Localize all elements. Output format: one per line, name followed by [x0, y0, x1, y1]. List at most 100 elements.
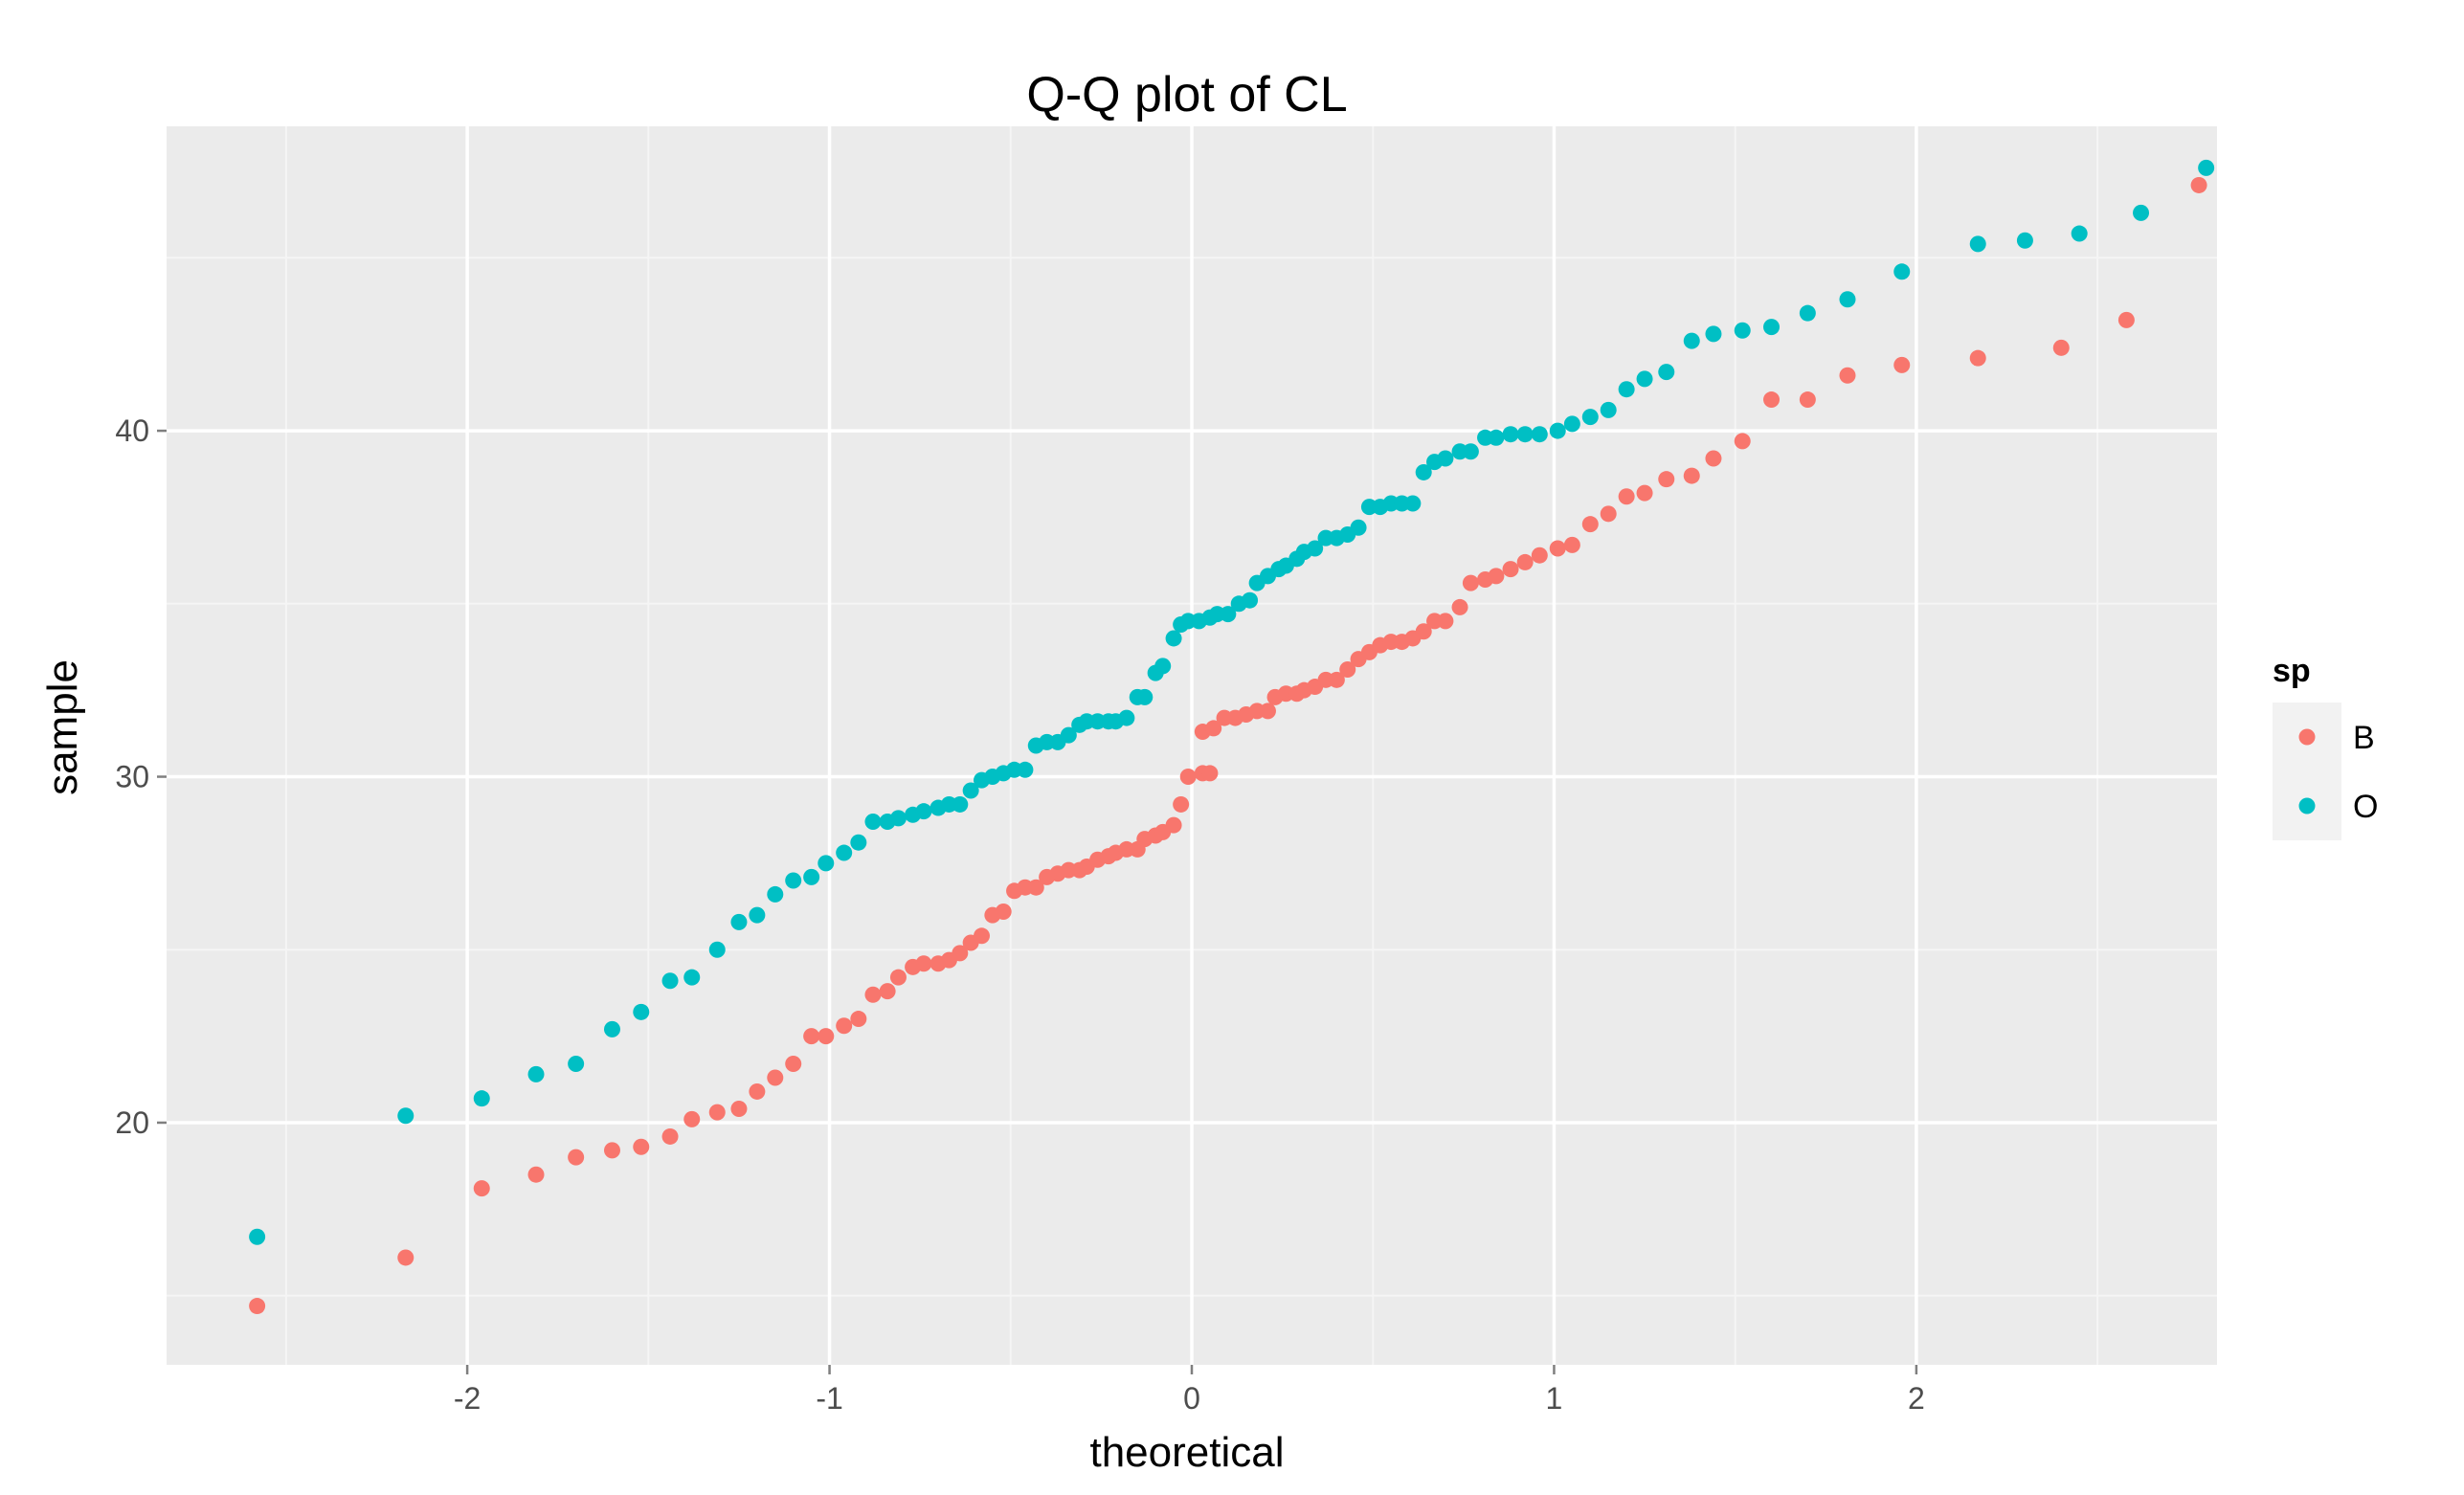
axis-ticks [157, 429, 1918, 1374]
data-point-O [767, 885, 784, 903]
data-point-B [249, 1298, 266, 1315]
data-point-B [1600, 505, 1617, 523]
data-point-O [1893, 263, 1911, 280]
data-point-B [1437, 613, 1454, 630]
data-point-O [249, 1228, 266, 1245]
data-point-B [1415, 623, 1432, 640]
legend-key-O [2298, 797, 2316, 814]
data-point-B [879, 983, 896, 1000]
x-tick-label: -1 [816, 1381, 842, 1416]
x-axis-tick-labels: -2 -1 0 1 2 [454, 1381, 1925, 1416]
data-point-O [952, 795, 969, 813]
data-point-O [818, 855, 835, 872]
data-point-O [1404, 495, 1422, 512]
data-point-O [1462, 443, 1479, 460]
data-point-O [661, 972, 679, 990]
legend-item-O: O [2273, 771, 2378, 840]
y-tick-label: 40 [115, 413, 149, 448]
data-point-B [1893, 356, 1911, 373]
major-gridlines [167, 126, 2217, 1365]
data-point-B [568, 1149, 585, 1166]
y-axis-title: sample [39, 659, 86, 795]
legend-item-B: B [2273, 703, 2375, 771]
data-point-B [1339, 660, 1356, 678]
data-point-B [952, 945, 969, 962]
data-point-O [397, 1107, 414, 1125]
data-point-B [1165, 816, 1182, 834]
data-point-O [708, 941, 726, 958]
x-axis-title: theoretical [1089, 1429, 1284, 1476]
data-point-B [1549, 540, 1566, 557]
data-point-B [836, 1017, 853, 1035]
data-point-O [1415, 463, 1432, 480]
data-point-B [749, 1082, 766, 1100]
data-point-O [1017, 761, 1034, 778]
data-point-O [749, 906, 766, 924]
data-point-B [473, 1180, 490, 1197]
data-point-B [1734, 433, 1751, 450]
data-point-B [683, 1110, 701, 1127]
y-tick-label: 30 [115, 760, 149, 794]
data-point-B [1259, 703, 1276, 720]
data-point-O [1799, 304, 1816, 322]
data-point-O [1502, 426, 1519, 443]
data-point-B [1763, 391, 1781, 409]
data-point-B [730, 1101, 748, 1118]
data-point-O [1734, 322, 1751, 339]
data-point-B [1683, 467, 1700, 484]
data-point-O [1636, 370, 1653, 388]
data-point-O [864, 814, 882, 831]
series-O-points [249, 159, 2215, 1245]
data-point-B [1516, 553, 1534, 570]
data-point-O [1839, 291, 1856, 308]
data-point-B [1799, 391, 1816, 409]
data-point-B [1563, 536, 1580, 553]
data-point-B [767, 1069, 784, 1086]
data-point-O [1705, 325, 1722, 343]
data-point-B [1201, 765, 1219, 782]
data-point-B [661, 1127, 679, 1145]
x-tick-label: 2 [1908, 1381, 1925, 1416]
data-point-B [708, 1104, 726, 1121]
legend-items: BO [2273, 703, 2378, 840]
data-point-O [1658, 364, 1675, 381]
data-point-B [915, 955, 932, 972]
data-point-O [1549, 422, 1566, 439]
data-point-B [1658, 471, 1675, 488]
legend-key-B [2298, 728, 2316, 746]
data-point-O [1136, 688, 1154, 705]
data-point-B [864, 986, 882, 1003]
data-point-B [1451, 598, 1468, 615]
data-point-O [1165, 630, 1182, 647]
data-point-B [1618, 488, 1635, 505]
legend-title: sp [2273, 653, 2311, 689]
data-point-O [1618, 381, 1635, 398]
data-point-O [2071, 225, 2088, 242]
data-point-O [803, 868, 820, 885]
data-point-B [603, 1142, 620, 1159]
data-point-B [1027, 879, 1044, 896]
data-point-B [1502, 561, 1519, 578]
data-point-O [1516, 426, 1534, 443]
data-point-B [1581, 516, 1599, 533]
data-point-O [1154, 658, 1172, 675]
data-point-B [2190, 176, 2207, 193]
data-point-O [1060, 726, 1077, 744]
data-point-O [962, 782, 979, 799]
data-point-O [1437, 450, 1454, 467]
data-point-B [889, 969, 907, 986]
data-point-B [1173, 795, 1190, 813]
data-point-O [1488, 429, 1505, 446]
data-point-B [1531, 547, 1548, 564]
data-point-B [818, 1028, 835, 1045]
data-point-O [1763, 319, 1781, 336]
data-point-O [633, 1003, 650, 1020]
data-point-O [2133, 204, 2150, 221]
data-point-B [1488, 568, 1505, 585]
y-axis-tick-labels: 20 30 40 [115, 413, 149, 1140]
data-point-O [1220, 606, 1237, 623]
data-point-O [1242, 591, 1259, 609]
data-point-O [1683, 332, 1700, 349]
data-point-O [1581, 409, 1599, 426]
